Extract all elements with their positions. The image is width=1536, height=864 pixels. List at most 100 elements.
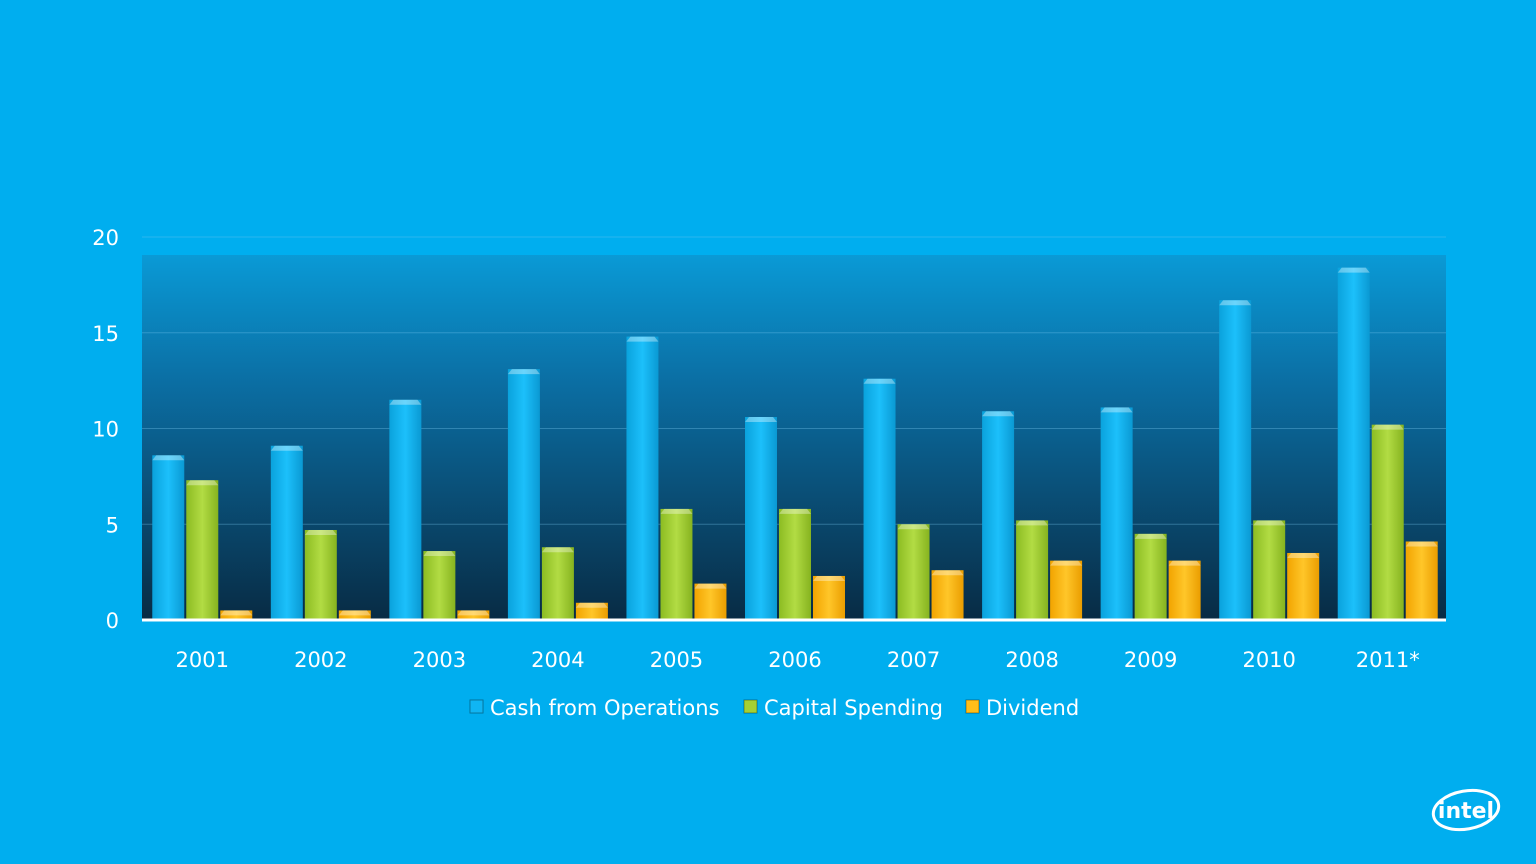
bar-capital-spending [1016,520,1049,620]
bar-cap [423,551,456,557]
bar-body [897,524,930,620]
legend: Cash from Operations Capital Spending Divi… [469,696,1079,720]
intel-logo-swoosh [1431,788,1501,832]
y-tick-label: 15 [92,322,119,346]
bar-dividend [575,602,608,620]
x-category-label: 2010 [1242,648,1295,672]
bar-cap [1405,541,1438,547]
bar-body [423,551,456,620]
bar-cash-from-operations [745,417,777,620]
bar-cap [507,369,540,375]
bar-cap [1134,533,1167,539]
bar-cap [931,570,964,576]
bar-capital-spending [186,480,219,620]
bar-cash-from-operations [1100,407,1133,620]
bar-cash-from-operations [152,455,185,620]
y-tick-label: 20 [92,226,119,250]
bar-dividend [1287,552,1320,620]
bar-body [1050,560,1083,620]
bar-body [304,529,337,620]
bar-cap [863,378,896,384]
bar-cap [1253,520,1286,526]
bar-body [982,411,1015,620]
intel-logo-text: intel [1438,799,1494,824]
bar-body [186,480,219,620]
bar-cap [389,399,422,405]
x-category-label: 2003 [413,648,466,672]
bar-cash-from-operations [1337,267,1370,620]
bar-dividend [220,610,253,620]
bar-cap [813,575,845,581]
bar-body [152,455,185,620]
bar-capital-spending [1371,424,1404,620]
bar-cap [694,583,727,589]
bar-dividend [931,570,964,620]
bar-cap [897,524,930,530]
bar-cash-from-operations [626,336,659,620]
legend-swatch [743,699,758,714]
bar-capital-spending [304,529,337,620]
legend-label: Capital Spending [764,696,943,720]
legend-label: Dividend [986,696,1079,720]
y-axis-tick-labels: 0 5 10 15 20 [92,226,119,633]
bar-body [660,508,693,620]
bar-body [270,445,303,620]
bar-cash-from-operations [270,445,303,620]
bar-dividend [338,610,371,620]
bar-cash-from-operations [1219,300,1252,620]
bar-cap [186,480,219,486]
legend-item-capital-spending: Capital Spending [743,696,943,720]
bar-body [1371,424,1404,620]
bar-body [338,610,371,620]
bar-cap [1050,560,1083,566]
bar-cap [1168,560,1201,566]
bar-capital-spending [660,508,693,620]
bar-body [575,602,608,620]
bar-body [507,369,540,620]
bar-cash-from-operations [982,411,1015,620]
x-axis-category-labels: 2001 2002 2003 2004 2005 2006 2007 2008 2009 2010… [176,648,1420,672]
bar-cap [1337,267,1370,273]
bars [152,267,1438,620]
legend-item-dividend: Dividend [965,696,1079,720]
y-tick-label: 0 [106,609,119,633]
bar-body [1287,552,1320,620]
y-tick-label: 10 [92,418,119,442]
bar-cap [575,602,608,608]
bar-body [626,336,659,620]
bar-cap [1100,407,1133,413]
bar-body [1016,520,1049,620]
bar-dividend [694,583,727,620]
bar-body [1168,560,1201,620]
bar-cap [1287,552,1320,558]
legend-swatch [469,699,484,714]
bar-cap [660,508,693,514]
bar-body [457,610,490,620]
bar-cap [982,411,1015,417]
bar-cash-from-operations [389,399,422,620]
bar-capital-spending [1253,520,1286,620]
bar-dividend [1168,560,1201,620]
bar-body [863,378,896,620]
bar-dividend [1050,560,1083,620]
bar-capital-spending [423,551,456,620]
x-category-label: 2011* [1356,648,1420,672]
x-category-label: 2009 [1124,648,1177,672]
x-category-label: 2002 [294,648,347,672]
bar-cash-from-operations [863,378,896,620]
legend-swatch [965,699,980,714]
bar-body [813,575,845,620]
bar-body [1337,267,1370,620]
bar-dividend [813,575,845,620]
bar-cap [457,610,490,616]
bar-cap [745,417,777,423]
bar-cap [1016,520,1049,526]
bar-cap [1371,424,1404,430]
bar-capital-spending [897,524,930,620]
bar-capital-spending [1134,533,1167,620]
x-category-label: 2008 [1005,648,1058,672]
bar-body [389,399,422,620]
x-category-label: 2005 [650,648,703,672]
bar-cap [338,610,371,616]
bar-cap [779,508,811,514]
